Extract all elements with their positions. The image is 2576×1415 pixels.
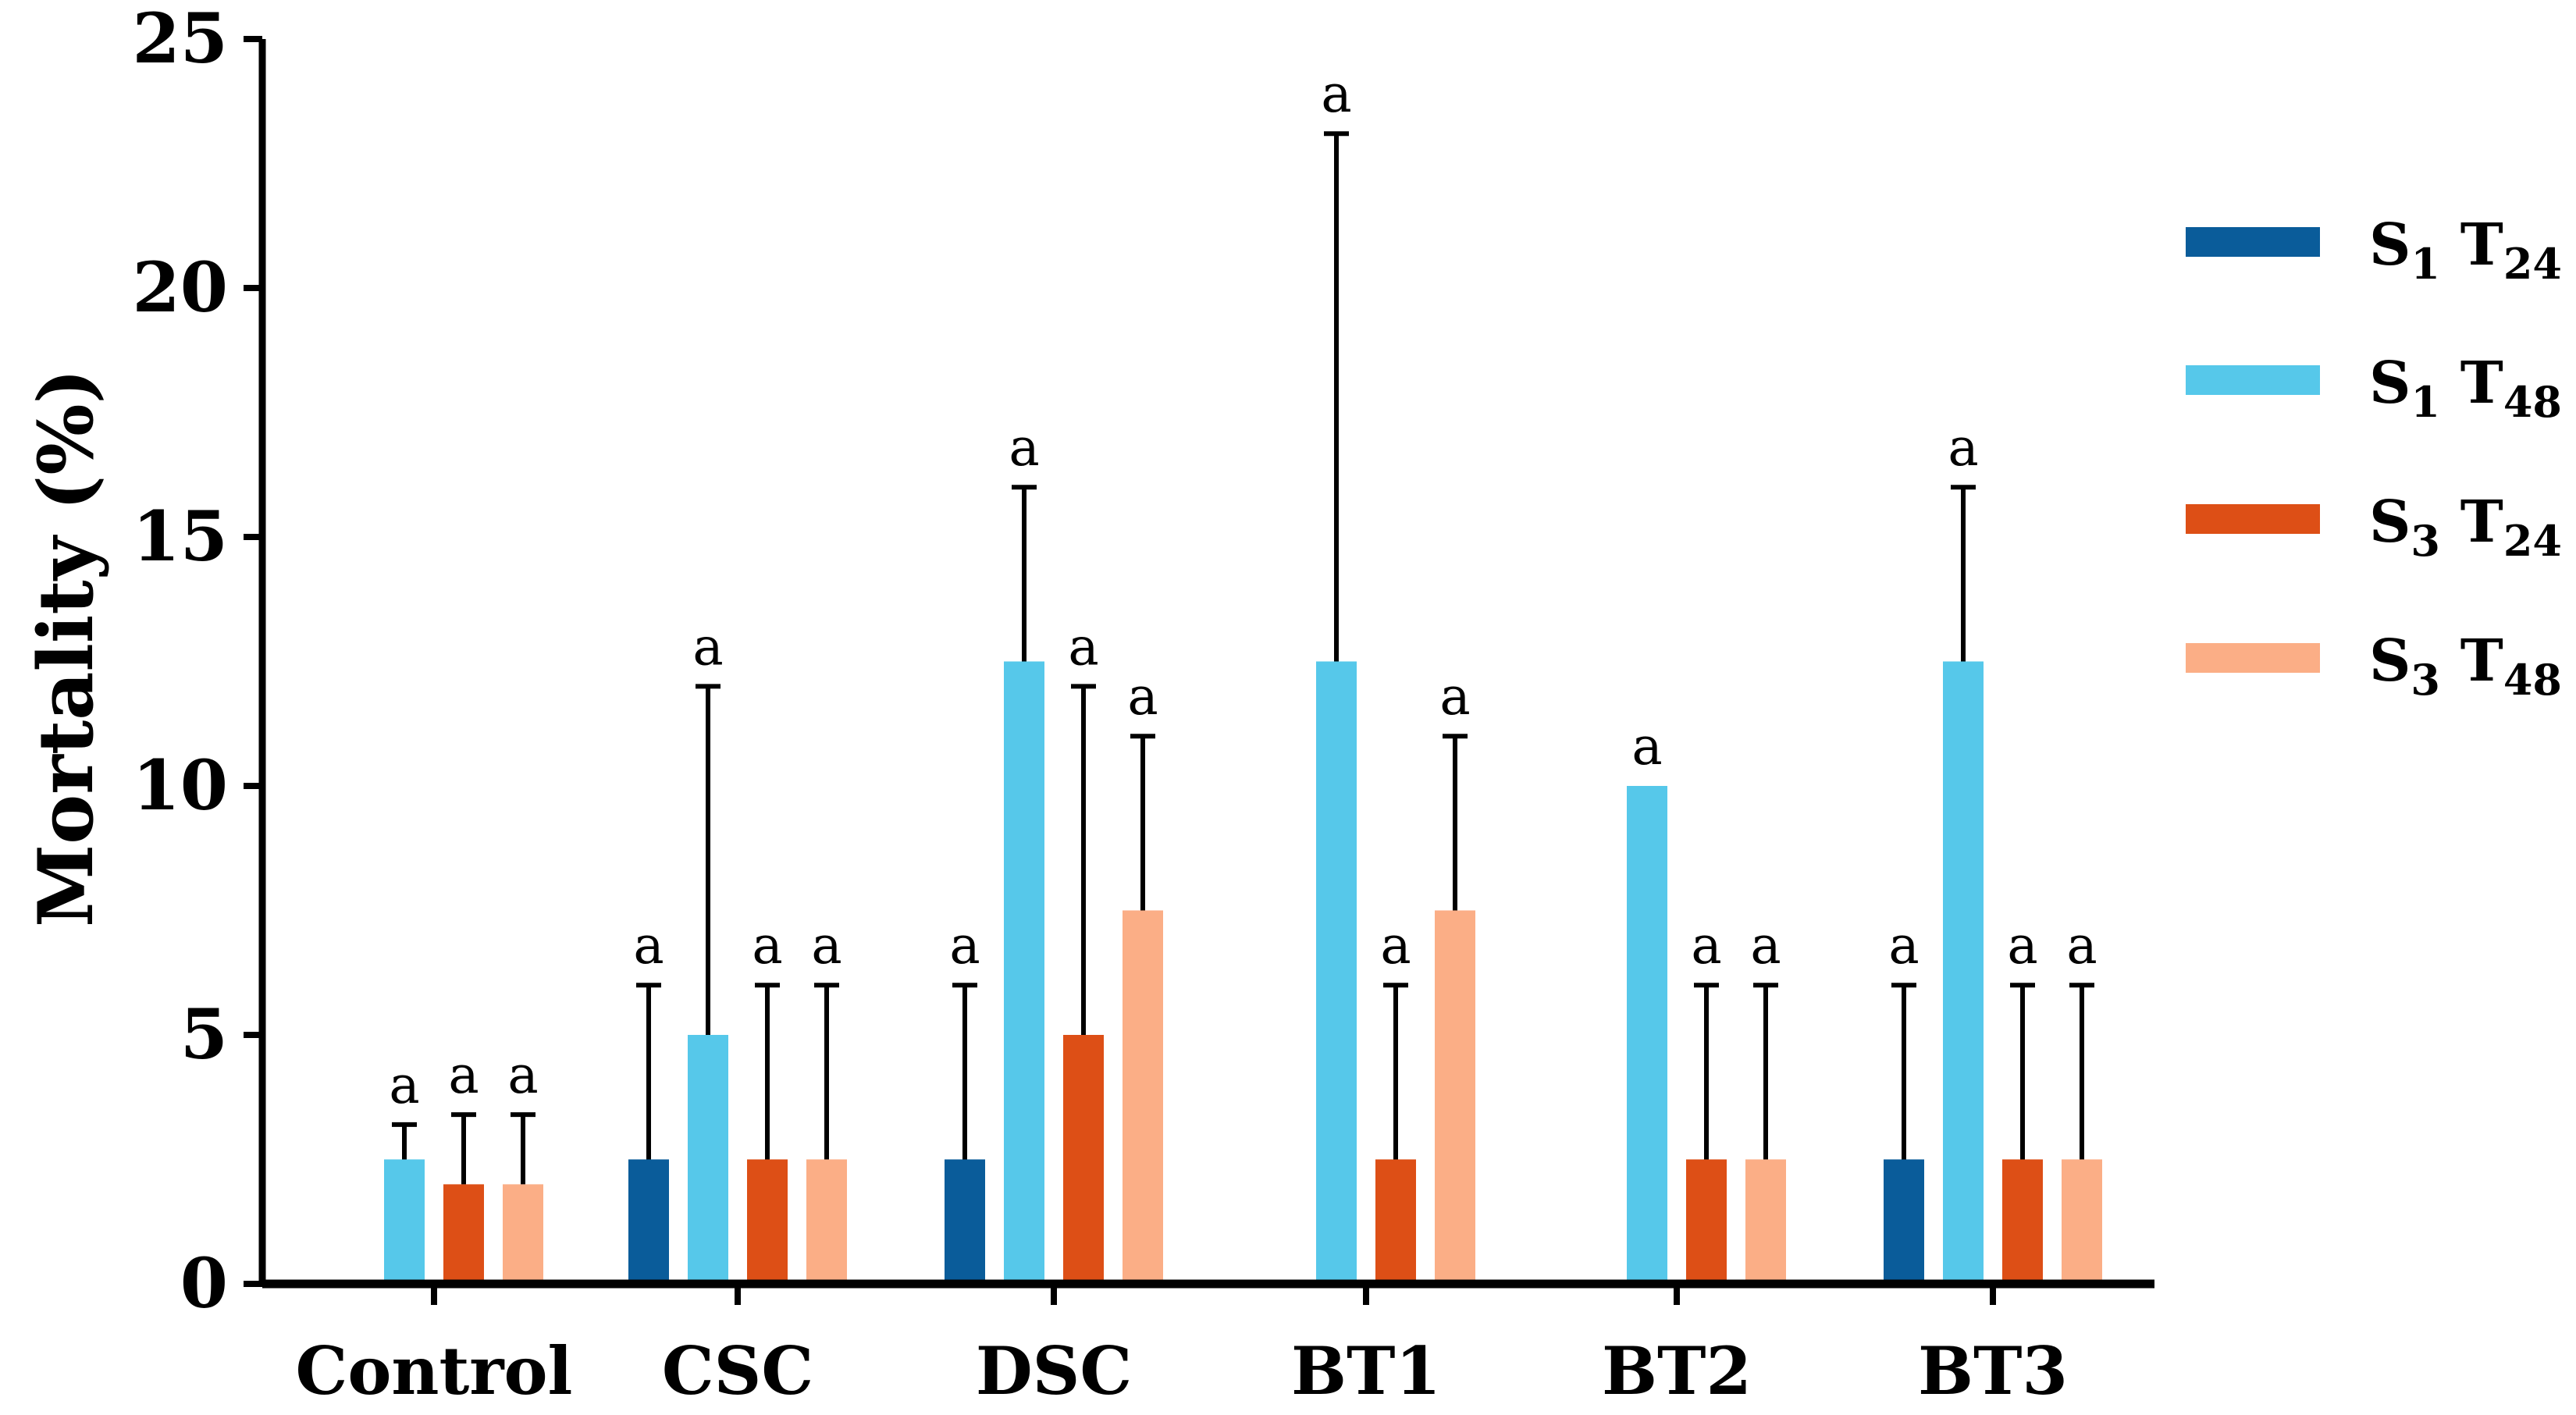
x-tick-label-bt2: BT2 (1602, 1332, 1752, 1410)
bar-s3-t24-bt2 (1686, 1159, 1727, 1284)
letter-s1-t48-bt2: a (1631, 716, 1662, 777)
legend-item-s1-t48: S1 T48 (2186, 350, 2562, 427)
error-bars-layer (392, 131, 2094, 1185)
letter-s3-t48-bt3: a (2066, 915, 2097, 976)
legend-swatch (2186, 643, 2320, 673)
bar-s3-t24-dsc (1063, 1035, 1104, 1284)
bar-s3-t48-csc (806, 1159, 847, 1284)
y-tick-label-25: 25 (133, 0, 228, 79)
legend-item-s3-t24: S3 T24 (2186, 489, 2562, 566)
bar-s3-t48-bt3 (2062, 1159, 2102, 1284)
bar-s1-t48-bt2 (1627, 786, 1667, 1284)
letter-s3-t24-bt3: a (2007, 915, 2037, 976)
letter-s3-t24-bt2: a (1691, 915, 1721, 976)
y-tick-label-10: 10 (133, 745, 228, 826)
bar-s3-t48-bt2 (1745, 1159, 1786, 1284)
bar-s1-t48-bt3 (1943, 661, 1984, 1284)
bar-s1-t24-dsc (945, 1159, 985, 1284)
letter-s3-t24-csc: a (752, 915, 782, 976)
bar-s1-t24-bt3 (1884, 1159, 1924, 1284)
letter-s1-t24-csc: a (633, 915, 664, 976)
bar-s3-t48-bt1 (1435, 910, 1475, 1284)
axes-layer (258, 39, 2154, 1289)
letter-s1-t24-dsc: a (949, 915, 980, 976)
legend-label: S3 T24 (2369, 489, 2562, 566)
y-tick-label-5: 5 (180, 994, 228, 1075)
legend-label: S1 T48 (2369, 350, 2562, 427)
bar-s1-t48-dsc (1004, 661, 1044, 1284)
letter-s1-t48-csc: a (692, 617, 723, 677)
letter-s3-t48-bt2: a (1750, 915, 1781, 976)
x-tick-label-csc: CSC (662, 1332, 813, 1410)
letter-s1-t48-bt1: a (1321, 64, 1351, 124)
x-tick-labels-layer: Control CSC DSC BT1 BT2 BT3 (296, 1284, 2068, 1410)
letter-s3-t24-dsc: a (1068, 617, 1098, 677)
legend-swatch (2186, 365, 2320, 395)
legend-label: S3 T48 (2369, 628, 2562, 705)
letter-s3-t48-bt1: a (1439, 667, 1470, 727)
bar-s3-t24-control (443, 1184, 484, 1284)
legend-swatch (2186, 227, 2320, 257)
letter-s3-t48-csc: a (811, 915, 841, 976)
letter-s1-t48-bt3: a (1948, 418, 1978, 478)
legend-item-s1-t24: S1 T24 (2186, 212, 2562, 289)
bar-s3-t48-control (503, 1184, 543, 1284)
bar-s1-t48-csc (688, 1035, 728, 1284)
letter-s1-t24-bt3: a (1888, 915, 1919, 976)
bar-s3-t48-dsc (1123, 910, 1163, 1284)
letter-s3-t24-bt1: a (1380, 915, 1411, 976)
y-tick-label-0: 0 (180, 1243, 228, 1324)
y-ticks-layer: 0 5 10 15 20 25 (133, 0, 262, 1324)
bar-s3-t24-bt1 (1375, 1159, 1416, 1284)
x-tick-label-control: Control (296, 1332, 573, 1410)
bars-layer (384, 661, 2102, 1284)
legend-label: S1 T24 (2369, 212, 2562, 289)
bar-s3-t24-bt3 (2002, 1159, 2043, 1284)
x-tick-label-bt1: BT1 (1291, 1332, 1441, 1410)
bar-s1-t48-control (384, 1159, 425, 1284)
y-axis-title: Mortality (%) (22, 368, 110, 927)
y-tick-label-20: 20 (133, 247, 228, 328)
x-tick-label-bt3: BT3 (1918, 1332, 2068, 1410)
bar-s1-t48-bt1 (1316, 661, 1357, 1284)
letter-s3-t48-control: a (507, 1045, 538, 1105)
y-tick-label-15: 15 (133, 496, 228, 577)
bar-s1-t24-csc (628, 1159, 669, 1284)
letter-s1-t48-dsc: a (1009, 418, 1039, 478)
legend: S1 T24 S1 T48 S3 T24 S3 T48 (2186, 212, 2562, 705)
letter-s3-t48-dsc: a (1127, 667, 1158, 727)
legend-item-s3-t48: S3 T48 (2186, 628, 2562, 705)
letter-s1-t48-control: a (389, 1055, 419, 1115)
legend-swatch (2186, 504, 2320, 534)
letter-s3-t24-control: a (448, 1045, 479, 1105)
bar-s3-t24-csc (747, 1159, 788, 1284)
x-tick-label-dsc: DSC (976, 1332, 1132, 1410)
